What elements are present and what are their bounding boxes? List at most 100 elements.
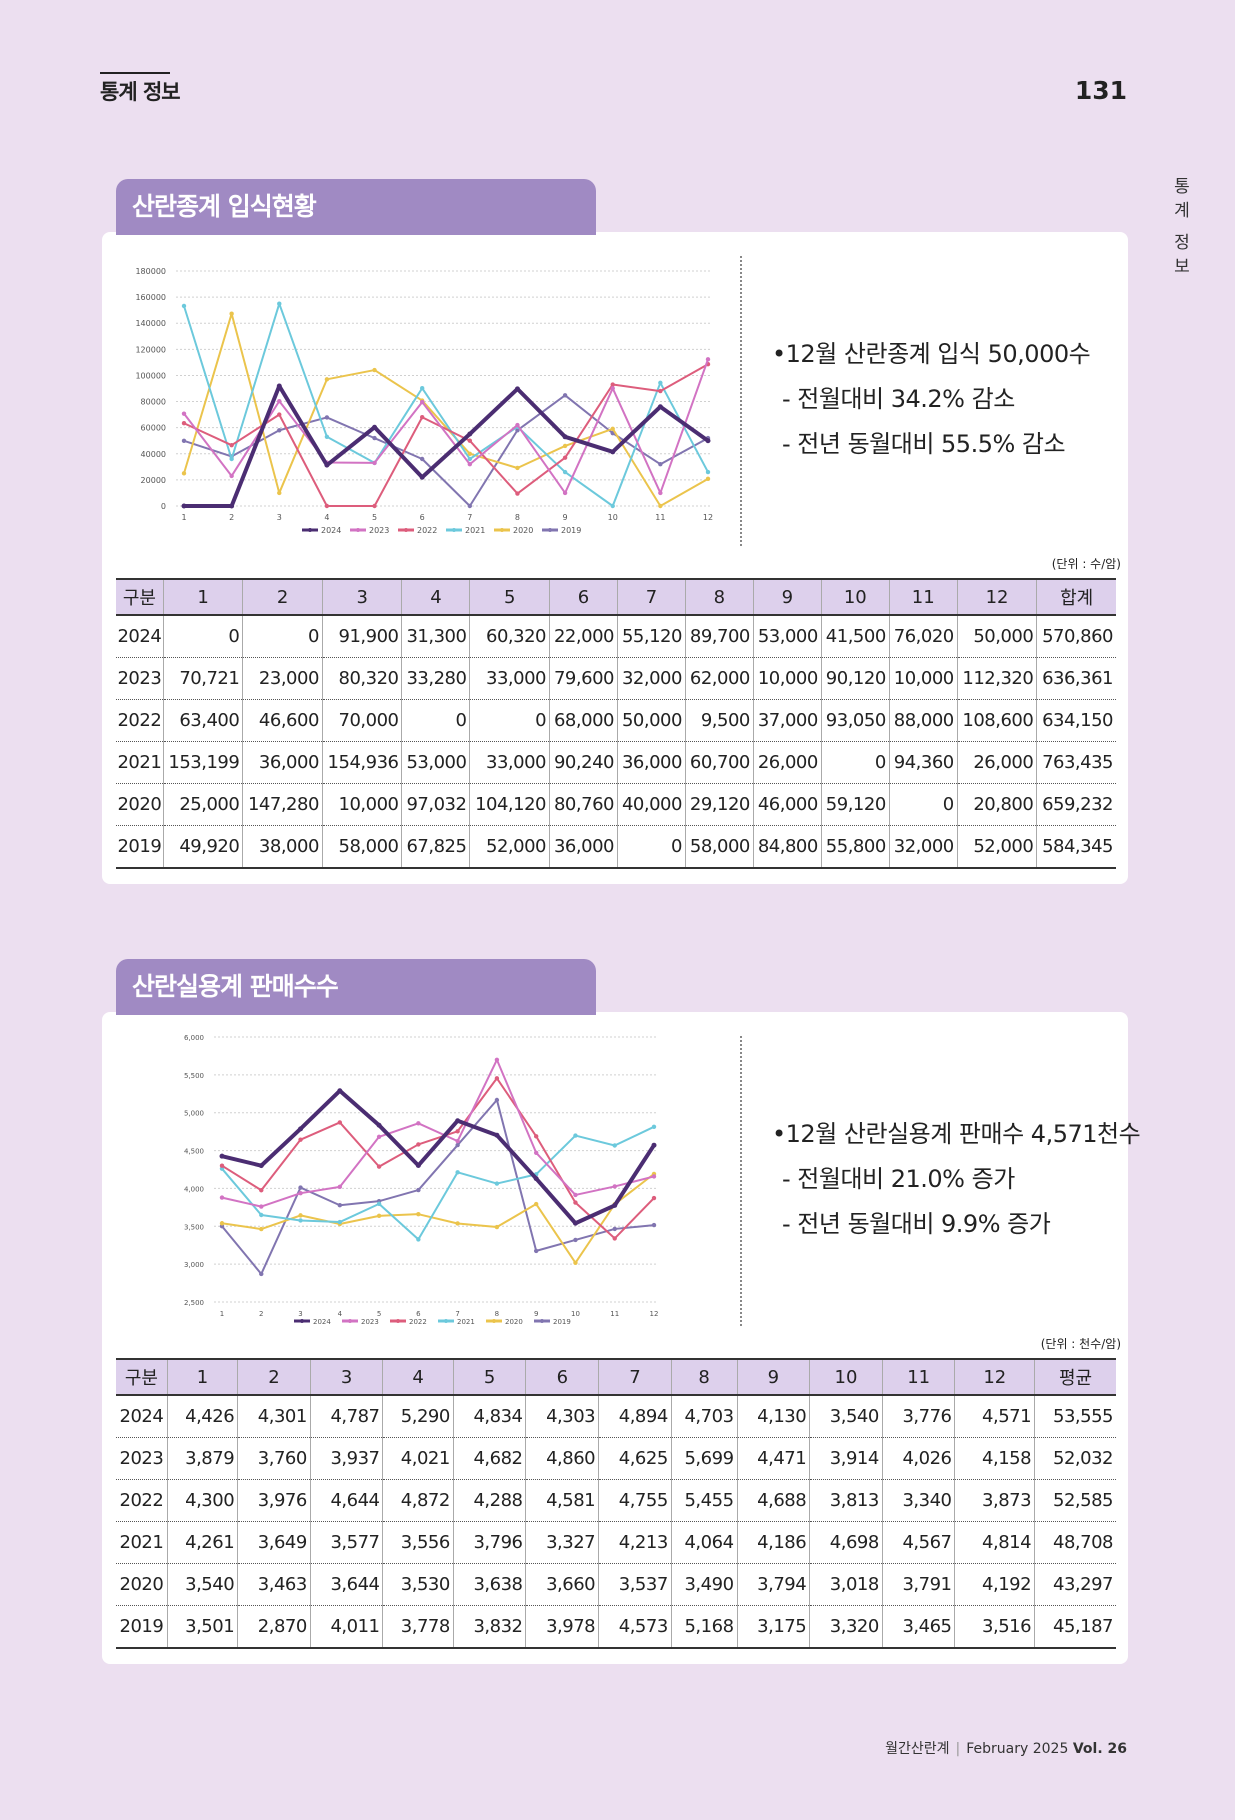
table-cell: 52,032 xyxy=(1034,1437,1116,1480)
table-cell: 3,018 xyxy=(809,1563,883,1606)
table-cell: 53,000 xyxy=(752,615,822,658)
data-point xyxy=(610,449,616,455)
table-header-cell: 9 xyxy=(736,1358,810,1396)
table-cell: 3,649 xyxy=(237,1521,311,1564)
x-tick-label: 9 xyxy=(563,513,568,522)
data-point xyxy=(181,471,187,476)
x-tick-label: 2 xyxy=(259,1310,263,1318)
data-point xyxy=(277,412,282,417)
table-row: 2021 153,199 36,000 154,936 53,000 33,000 90,2… xyxy=(116,741,1116,784)
table-cell: 33,000 xyxy=(469,657,550,700)
x-tick-label: 5 xyxy=(372,513,377,522)
table-cell: 4,625 xyxy=(598,1437,672,1480)
data-point xyxy=(219,1153,225,1159)
row-year: 2021 xyxy=(116,741,164,784)
y-tick-label: 40000 xyxy=(141,450,166,459)
table-cell: 62,000 xyxy=(684,657,754,700)
data-point xyxy=(494,1181,500,1186)
data-point xyxy=(572,1220,578,1226)
data-point xyxy=(372,460,377,466)
side-tab-char: 정 xyxy=(1174,233,1190,253)
table-cell: 0 xyxy=(888,783,958,826)
table-cell: 89,700 xyxy=(684,615,754,658)
table-cell: 52,000 xyxy=(469,825,550,869)
series-line-2023 xyxy=(183,359,709,494)
table-cell: 3,791 xyxy=(881,1563,955,1606)
table-cell: 570,860 xyxy=(1036,615,1116,658)
table-cell: 3,540 xyxy=(166,1563,238,1606)
table-cell: 4,787 xyxy=(309,1395,383,1438)
series-line-2023 xyxy=(221,1058,655,1208)
data-point xyxy=(277,428,282,433)
data-point xyxy=(455,1221,460,1226)
data-point xyxy=(612,1184,617,1189)
data-point xyxy=(494,1076,500,1081)
table-cell: 4,300 xyxy=(166,1479,238,1522)
table-header-cell: 12 xyxy=(954,1358,1035,1396)
x-tick-label: 10 xyxy=(608,513,618,522)
data-point xyxy=(277,490,282,496)
data-point xyxy=(658,490,663,496)
table-header-cell: 구분 xyxy=(116,578,164,616)
data-point xyxy=(298,1190,303,1196)
table-cell: 4,573 xyxy=(598,1605,672,1649)
legend-label: 2023 xyxy=(369,526,389,535)
data-point xyxy=(372,367,377,373)
unit-label: (단위 : 수/암) xyxy=(1051,557,1121,571)
table-cell: 4,213 xyxy=(598,1521,672,1564)
x-tick-label: 7 xyxy=(467,513,472,522)
table-cell: 48,708 xyxy=(1034,1521,1116,1564)
table-cell: 43,297 xyxy=(1034,1563,1116,1606)
data-point xyxy=(181,303,187,309)
table-cell: 4,471 xyxy=(736,1437,810,1480)
table-cell: 4,288 xyxy=(452,1479,526,1522)
chart-divider xyxy=(740,1036,742,1326)
table-cell: 58,000 xyxy=(321,825,402,869)
table-breeder: 구분 1 2 3 4 5 6 7 8 9 10 11 12 합계 2024 0 0 91,900 31,300 60,… xyxy=(116,578,1116,869)
data-point xyxy=(337,1219,343,1225)
table-header-cell: 9 xyxy=(752,578,822,616)
table-cell: 636,361 xyxy=(1036,657,1116,700)
data-point xyxy=(455,1142,460,1148)
y-tick-label: 160000 xyxy=(135,293,166,302)
table-cell: 4,571 xyxy=(954,1395,1035,1438)
table-header-cell: 11 xyxy=(881,1358,955,1396)
data-point xyxy=(298,1185,303,1190)
data-point xyxy=(467,431,473,437)
table-cell: 46,000 xyxy=(752,783,822,826)
data-point xyxy=(181,421,187,426)
data-point xyxy=(376,1201,382,1207)
data-point xyxy=(372,503,377,509)
table-cell: 104,120 xyxy=(469,783,550,826)
table-cell: 4,021 xyxy=(382,1437,454,1480)
data-point xyxy=(573,1192,578,1198)
summary-mom: - 전월대비 21.0% 증가 xyxy=(782,1165,1015,1193)
y-tick-label: 6,000 xyxy=(184,1034,204,1042)
table-cell: 3,813 xyxy=(809,1479,883,1522)
table-cell: 5,290 xyxy=(382,1395,454,1438)
x-tick-label: 3 xyxy=(298,1310,302,1318)
data-point xyxy=(515,422,520,428)
table-cell: 32,000 xyxy=(616,657,686,700)
table-cell: 153,199 xyxy=(162,741,243,784)
table-cell: 60,700 xyxy=(684,741,754,784)
table-cell: 3,320 xyxy=(809,1605,883,1649)
data-point xyxy=(651,1222,657,1228)
table-row: 2024 4,426 4,301 4,787 5,290 4,834 4,303 4,894 4… xyxy=(116,1395,1116,1438)
data-point xyxy=(298,1137,303,1142)
summary-headline: •12월 산란종계 입식 50,000수 xyxy=(772,340,1091,368)
table-cell: 67,825 xyxy=(401,825,470,869)
data-point xyxy=(533,1176,539,1182)
table-cell: 52,585 xyxy=(1034,1479,1116,1522)
table-cell: 3,577 xyxy=(309,1521,383,1564)
table-cell: 23,000 xyxy=(242,657,323,700)
data-point xyxy=(419,385,425,391)
table-cell: 3,978 xyxy=(525,1605,599,1649)
table-cell: 94,360 xyxy=(888,741,958,784)
table-header-cell: 4 xyxy=(382,1358,454,1396)
y-tick-label: 100000 xyxy=(135,371,166,380)
table-cell: 3,501 xyxy=(166,1605,238,1649)
data-point xyxy=(277,398,282,404)
summary-breeder: •12월 산란종계 입식 50,000수 - 전월대비 34.2% 감소 - 전… xyxy=(772,332,1091,467)
x-tick-label: 4 xyxy=(338,1310,343,1318)
